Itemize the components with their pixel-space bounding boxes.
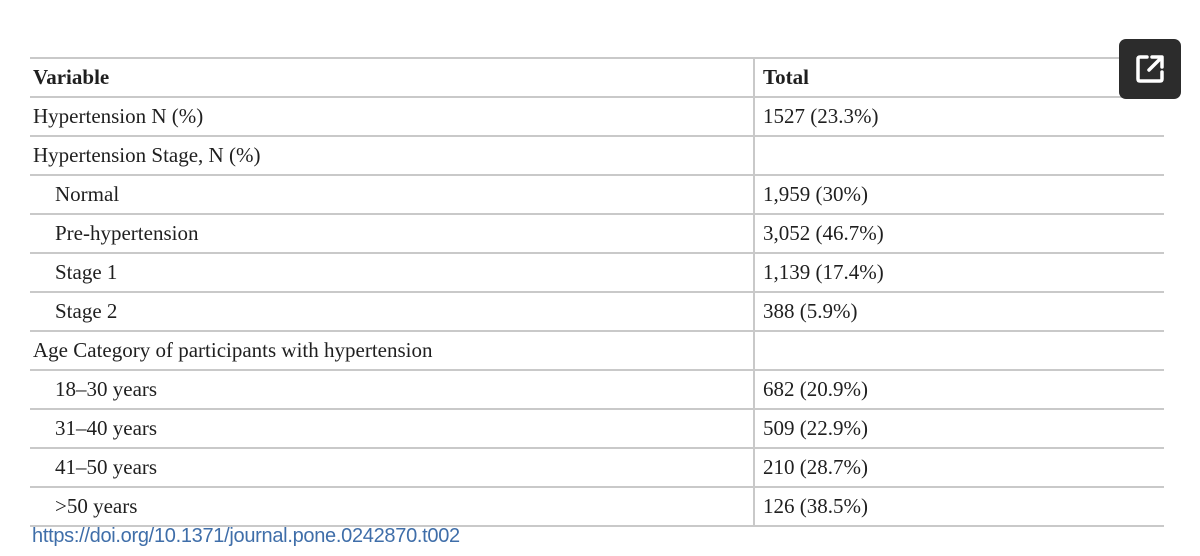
variable-cell: Pre-hypertension [30,214,754,254]
total-cell: 1,959 (30%) [753,175,1164,215]
variable-cell: >50 years [30,487,754,527]
total-cell: 3,052 (46.7%) [753,214,1164,254]
variable-cell: 31–40 years [30,409,754,449]
table-row: Stage 2 388 (5.9%) [30,292,1164,332]
data-table-container: Variable Total Hypertension N (%) 1527 (2… [30,57,1164,527]
total-cell [753,136,1164,176]
total-cell: 509 (22.9%) [753,409,1164,449]
table-row: >50 years 126 (38.5%) [30,487,1164,527]
variable-cell: 18–30 years [30,370,754,410]
total-cell: 210 (28.7%) [753,448,1164,488]
table-row: Normal 1,959 (30%) [30,175,1164,215]
column-header-total: Total [753,57,1164,98]
expand-table-button[interactable] [1119,39,1181,99]
table-row: Pre-hypertension 3,052 (46.7%) [30,214,1164,254]
table-row: 41–50 years 210 (28.7%) [30,448,1164,488]
table-row: Stage 1 1,139 (17.4%) [30,253,1164,293]
doi-link[interactable]: https://doi.org/10.1371/journal.pone.024… [32,525,460,547]
variable-cell: Age Category of participants with hypert… [30,331,754,371]
total-cell: 126 (38.5%) [753,487,1164,527]
variable-cell: Normal [30,175,754,215]
table-row: Age Category of participants with hypert… [30,331,1164,371]
variable-cell: Hypertension N (%) [30,97,754,137]
total-cell: 388 (5.9%) [753,292,1164,332]
data-table: Variable Total Hypertension N (%) 1527 (2… [30,57,1164,527]
open-in-new-icon [1136,55,1164,83]
variable-cell: Hypertension Stage, N (%) [30,136,754,176]
total-cell: 682 (20.9%) [753,370,1164,410]
total-cell: 1,139 (17.4%) [753,253,1164,293]
table-row: Hypertension Stage, N (%) [30,136,1164,176]
variable-cell: Stage 2 [30,292,754,332]
table-row: 18–30 years 682 (20.9%) [30,370,1164,410]
table-header-row: Variable Total [30,57,1164,98]
column-header-variable: Variable [30,57,754,98]
table-row: Hypertension N (%) 1527 (23.3%) [30,97,1164,137]
variable-cell: 41–50 years [30,448,754,488]
variable-cell: Stage 1 [30,253,754,293]
table-row: 31–40 years 509 (22.9%) [30,409,1164,449]
total-cell [753,331,1164,371]
total-cell: 1527 (23.3%) [753,97,1164,137]
table-body: Hypertension N (%) 1527 (23.3%) Hypertensi… [30,97,1164,527]
